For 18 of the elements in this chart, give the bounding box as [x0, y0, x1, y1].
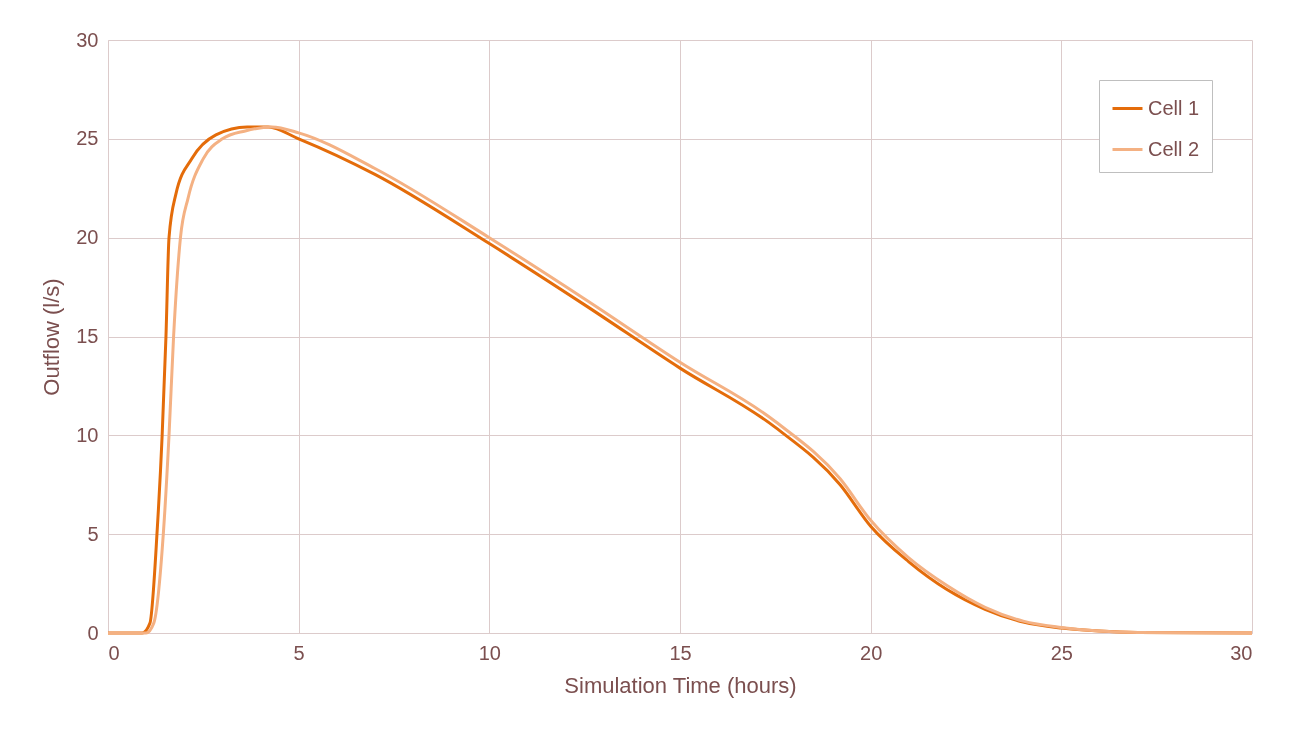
x-tick-label: 20 — [860, 641, 883, 664]
legend-label: Cell 1 — [1148, 96, 1200, 119]
x-tick-label: 15 — [669, 641, 692, 664]
y-axis-title: Outflow (l/s) — [39, 278, 65, 396]
y-tick-label: 25 — [76, 127, 99, 150]
x-tick-label: 5 — [293, 641, 305, 664]
x-axis-title: Simulation Time (hours) — [564, 672, 797, 698]
y-tick-label: 0 — [87, 621, 99, 644]
y-tick-label: 10 — [76, 423, 99, 446]
y-tick-label: 30 — [76, 28, 99, 51]
y-tick-label: 15 — [76, 325, 99, 347]
x-tick-label: 30 — [1230, 641, 1253, 664]
y-tick-label: 5 — [87, 522, 99, 545]
x-tick-label: 0 — [108, 641, 120, 664]
x-tick-label: 25 — [1050, 641, 1073, 664]
y-tick-label: 20 — [76, 226, 99, 249]
x-tick-label: 10 — [478, 641, 501, 664]
legend-label: Cell 2 — [1148, 137, 1200, 160]
